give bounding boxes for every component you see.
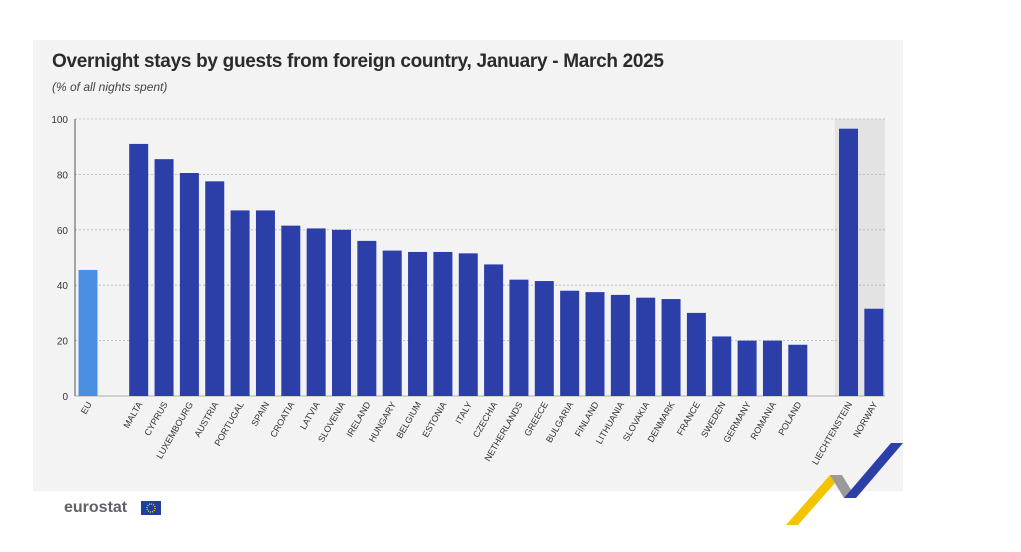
eurostat-logo: eurostat bbox=[64, 499, 128, 516]
bars bbox=[78, 128, 884, 396]
x-tick-label: ESTONIA bbox=[420, 400, 448, 439]
x-tick-label: ROMANIA bbox=[749, 400, 779, 441]
bar-italy bbox=[458, 253, 478, 396]
bar-bulgaria bbox=[560, 290, 580, 396]
bar-romania bbox=[762, 340, 782, 396]
bar-netherlands bbox=[509, 279, 529, 396]
eu-flag-icon bbox=[141, 501, 161, 515]
x-tick-label: LATVIA bbox=[298, 400, 322, 431]
x-tick-label: GREECE bbox=[522, 400, 550, 438]
bar-lithuania bbox=[610, 294, 630, 396]
bar-norway bbox=[864, 308, 884, 396]
y-tick-label: 60 bbox=[57, 226, 69, 237]
bar-germany bbox=[737, 340, 757, 396]
x-tick-label: CYPRUS bbox=[142, 400, 169, 437]
bar-belgium bbox=[408, 251, 428, 396]
y-tick-label: 40 bbox=[57, 281, 69, 292]
x-tick-label: IRELAND bbox=[344, 400, 372, 439]
x-tick-label: SWEDEN bbox=[699, 400, 727, 439]
y-tick-label: 20 bbox=[57, 337, 69, 348]
chart-title: Overnight stays by guests from foreign c… bbox=[52, 51, 664, 72]
bar-austria bbox=[205, 181, 225, 396]
bar-eu bbox=[78, 269, 98, 396]
bar-latvia bbox=[306, 228, 326, 396]
bar-cyprus bbox=[154, 159, 174, 396]
y-tick-label: 100 bbox=[51, 115, 68, 126]
bar-sweden bbox=[712, 336, 732, 396]
x-tick-label: MALTA bbox=[121, 400, 144, 430]
y-tick-label: 0 bbox=[62, 392, 68, 403]
decorative-swoosh-icon bbox=[786, 443, 903, 525]
x-tick-label: FRANCE bbox=[675, 400, 702, 437]
bar-portugal bbox=[230, 210, 250, 396]
gridlines bbox=[75, 118, 885, 342]
x-tick-label: POLAND bbox=[776, 400, 803, 437]
x-tick-label: FINLAND bbox=[573, 400, 601, 439]
bar-malta bbox=[129, 143, 149, 396]
y-tick-label: 80 bbox=[57, 170, 69, 181]
bar-poland bbox=[788, 344, 808, 396]
x-tick-label: NORWAY bbox=[851, 400, 879, 439]
bar-liechtenstein bbox=[839, 128, 858, 396]
x-tick-label: CROATIA bbox=[268, 400, 296, 439]
bar-denmark bbox=[661, 299, 681, 396]
bar-slovakia bbox=[636, 297, 656, 396]
bar-czechia bbox=[484, 264, 504, 396]
x-tick-label: ITALY bbox=[453, 400, 474, 426]
bar-luxembourg bbox=[179, 173, 199, 396]
bar-hungary bbox=[382, 250, 402, 396]
x-tick-label: CZECHIA bbox=[471, 400, 499, 439]
bar-spain bbox=[255, 210, 275, 396]
x-tick-label: EU bbox=[79, 400, 94, 416]
bar-croatia bbox=[281, 225, 301, 396]
x-tick-label: BELGIUM bbox=[394, 400, 423, 440]
chart-subtitle: (% of all nights spent) bbox=[52, 80, 168, 94]
bar-france bbox=[686, 312, 706, 396]
x-tick-label: SPAIN bbox=[249, 400, 271, 428]
bar-ireland bbox=[357, 240, 377, 396]
x-tick-label: AUSTRIA bbox=[192, 400, 220, 439]
bar-greece bbox=[534, 281, 554, 396]
bar-finland bbox=[585, 292, 605, 396]
bar-estonia bbox=[433, 251, 453, 396]
bar-slovenia bbox=[332, 229, 351, 396]
